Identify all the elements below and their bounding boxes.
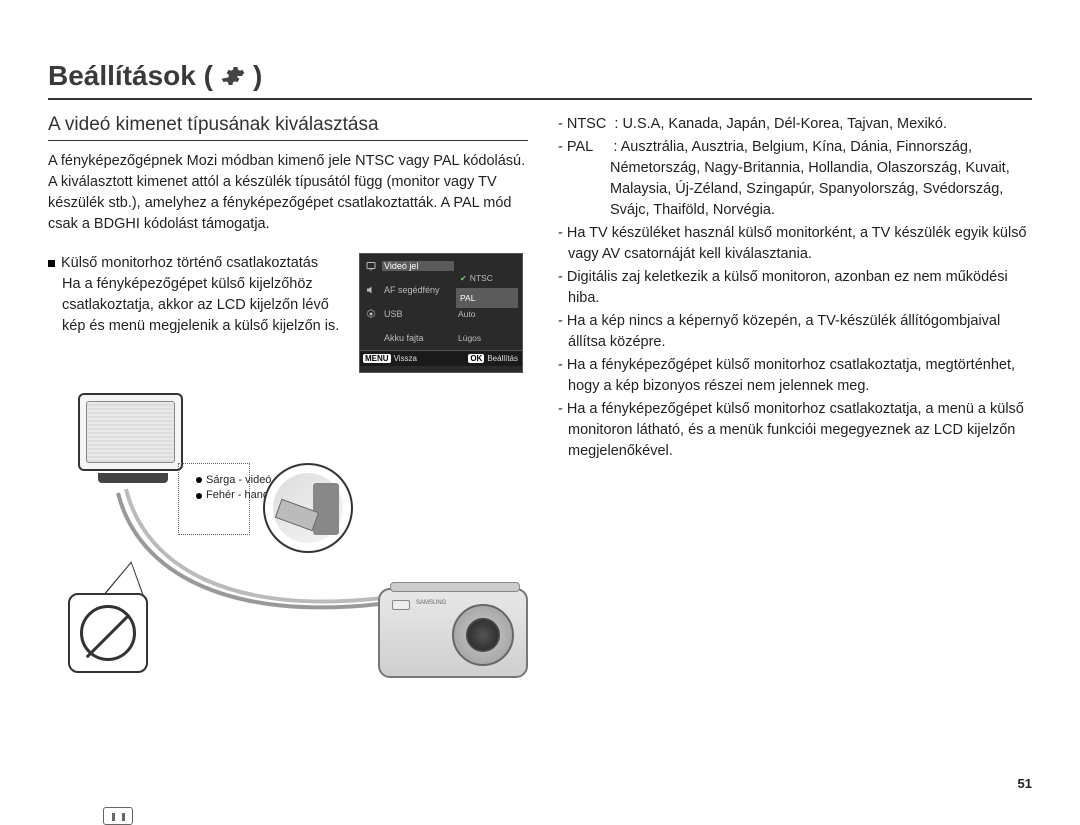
menu-footer-tag: MENU xyxy=(363,354,391,363)
sub-rule xyxy=(48,140,528,141)
connection-figure: Sárga - videó Fehér - hang xyxy=(48,393,538,703)
menu-label: AF segédfény xyxy=(382,285,454,295)
menu-footer-right: Beállítás xyxy=(487,354,518,363)
bullet-2: - Digitális zaj keletkezik a külső monit… xyxy=(558,267,1028,309)
menu-label: Akku fajta xyxy=(382,333,454,343)
ntsc-line: - NTSC : U.S.A, Kanada, Japán, Dél-Korea… xyxy=(558,114,1028,135)
menu-row: Akku fajta Lúgos xyxy=(360,326,522,350)
title-text: Beállítások ( xyxy=(48,60,213,92)
volume-icon xyxy=(365,284,377,296)
bullet-1: - Ha TV készüléket használ külső monitor… xyxy=(558,223,1028,265)
no-plug-callout xyxy=(68,593,148,673)
submenu-item: PAL xyxy=(456,288,518,308)
prohibition-icon xyxy=(80,605,136,661)
cable-label-white: Fehér - hang xyxy=(206,489,269,501)
block2-heading: Külső monitorhoz történő csatlakoztatás xyxy=(48,253,353,274)
display-icon xyxy=(365,260,377,272)
gear-icon xyxy=(365,308,377,320)
pal-text: : Ausztrália, Ausztria, Belgium, Kína, D… xyxy=(610,139,1010,218)
submenu-item: ✔NTSC xyxy=(456,268,518,288)
menu-value: Lúgos xyxy=(454,333,520,343)
menu-row: Videó jel ✔NTSC PAL xyxy=(360,254,522,278)
tv-illustration xyxy=(78,393,188,493)
menu-footer-tag: OK xyxy=(468,354,484,363)
pal-line: - PAL : Ausztrália, Ausztria, Belgium, K… xyxy=(558,137,1028,221)
connector-zoom-illustration xyxy=(263,463,353,553)
subheading: A videó kimenet típusának kiválasztása xyxy=(48,114,528,136)
menu-footer-left: Vissza xyxy=(394,354,417,363)
ntsc-label: - NTSC xyxy=(558,116,606,132)
right-column: - NTSC : U.S.A, Kanada, Japán, Dél-Korea… xyxy=(538,114,1028,703)
pal-label: - PAL xyxy=(558,139,593,155)
block2-body: Ha a fényképezőgépet külső kijelzőhöz cs… xyxy=(48,274,353,337)
submenu-item-label: PAL xyxy=(460,293,475,303)
camera-brand-label: SAMSUNG xyxy=(416,600,446,606)
bullet-5: - Ha a fényképezőgépet külső monitorhoz … xyxy=(558,399,1028,462)
menu-footer: MENU Vissza OK Beállítás xyxy=(360,350,522,366)
bullet-3: - Ha a kép nincs a képernyő közepén, a T… xyxy=(558,311,1028,353)
cable-labels: Sárga - videó Fehér - hang xyxy=(196,473,271,504)
bullet-4: - Ha a fényképezőgépet külső monitorhoz … xyxy=(558,355,1028,397)
gear-icon xyxy=(221,64,245,88)
camera-menu-screenshot: Videó jel ✔NTSC PAL AF se xyxy=(359,253,523,373)
block2-heading-text: Külső monitorhoz történő csatlakoztatás xyxy=(61,255,318,271)
menu-label: USB xyxy=(382,309,454,319)
menu-submenu: ✔NTSC PAL xyxy=(456,268,518,308)
title-close: ) xyxy=(253,60,262,92)
ntsc-text: : U.S.A, Kanada, Japán, Dél-Korea, Tajva… xyxy=(614,116,947,132)
wall-plug-icon xyxy=(103,807,133,825)
check-icon: ✔ xyxy=(460,274,467,283)
camera-illustration: SAMSUNG xyxy=(378,588,528,688)
title-rule xyxy=(48,98,1032,100)
menu-label: Videó jel xyxy=(382,261,454,271)
page-number: 51 xyxy=(1018,776,1032,791)
intro-paragraph: A fényképezőgépnek Mozi módban kimenő je… xyxy=(48,151,528,235)
page-title: Beállítások ( ) xyxy=(48,60,1032,92)
submenu-item-label: NTSC xyxy=(470,273,493,283)
menu-value: Auto xyxy=(454,309,520,319)
square-bullet-icon xyxy=(48,260,55,267)
cable-label-yellow: Sárga - videó xyxy=(206,474,271,486)
